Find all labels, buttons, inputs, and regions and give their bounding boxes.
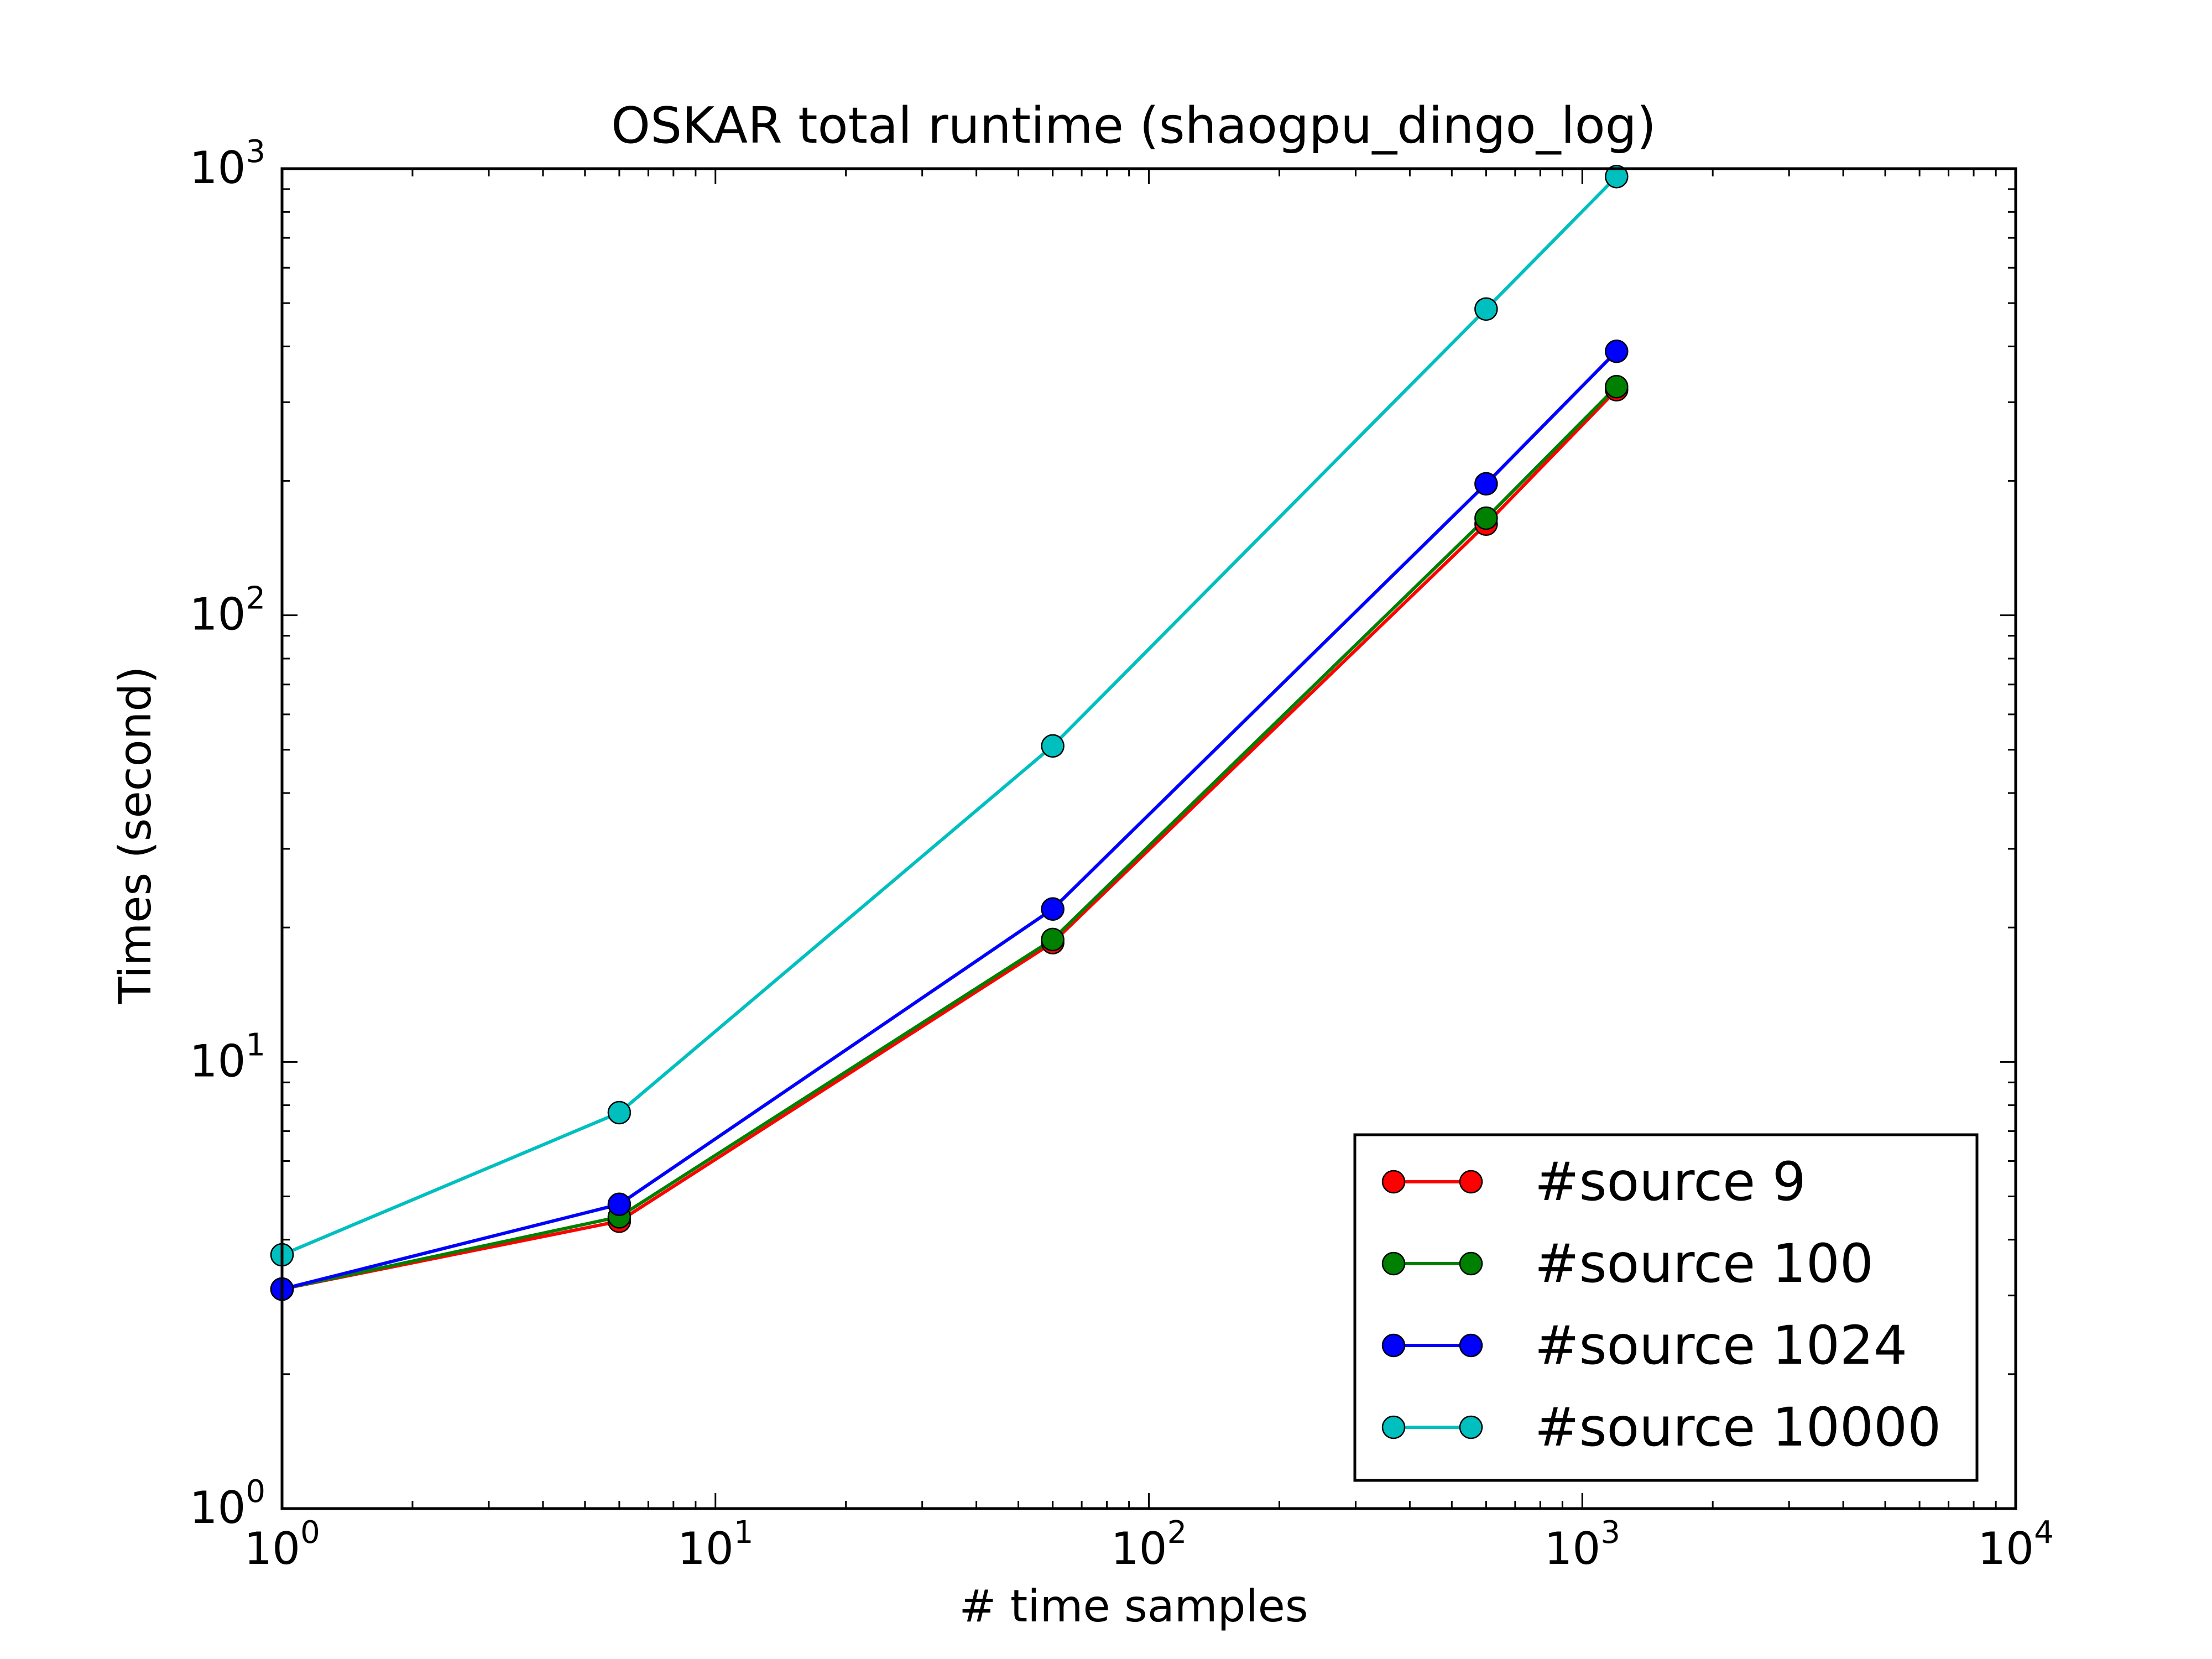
legend-label: #source 100 [1535, 1233, 1874, 1295]
series-3-point [1474, 297, 1498, 321]
x-axis-label: # time samples [959, 1580, 1308, 1632]
legend-marker [1459, 1415, 1483, 1439]
chart-title: OSKAR total runtime (shaogpu_dingo_log) [611, 97, 1656, 155]
series-2-point [1474, 472, 1498, 496]
series-1-point [1474, 506, 1498, 530]
legend-marker [1381, 1170, 1406, 1194]
legend-label: #source 9 [1535, 1151, 1806, 1213]
legend-marker [1459, 1170, 1483, 1194]
legend-marker [1381, 1333, 1406, 1358]
x-tick-label: 102 [1111, 1515, 1187, 1574]
legend-box [1353, 1133, 1979, 1482]
legend-label: #source 10000 [1535, 1396, 1941, 1458]
series-1-point [1041, 927, 1065, 952]
y-tick-label: 102 [190, 581, 265, 640]
legend: #source 9 #source 100 #source 1024 #source … [1353, 1133, 1979, 1482]
legend-marker [1459, 1333, 1483, 1358]
y-axis-label: Times (second) [109, 666, 161, 1005]
series-2-point [1041, 897, 1065, 921]
legend-label: #source 1024 [1535, 1314, 1907, 1376]
series-3-point [1041, 734, 1065, 758]
legend-marker [1381, 1251, 1406, 1276]
legend-marker [1381, 1415, 1406, 1439]
x-tick-label: 104 [1978, 1515, 2053, 1574]
series-2-point [1605, 340, 1629, 363]
axes-frame [280, 167, 2017, 1510]
legend-marker [1459, 1251, 1483, 1276]
series-2-point [607, 1192, 632, 1217]
series-3-point [607, 1100, 632, 1125]
series-3-point [1605, 165, 1629, 189]
series-1-point [1605, 374, 1629, 399]
